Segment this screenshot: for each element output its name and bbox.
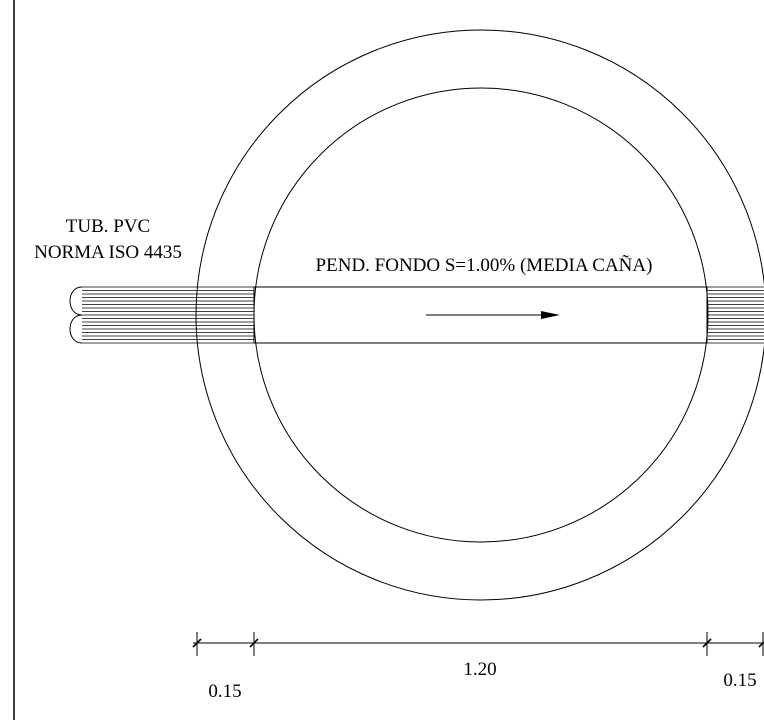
- pipe-label-line2: NORMA ISO 4435: [34, 242, 182, 263]
- pipe-left-outside-hatch: [82, 286, 197, 344]
- pipe-label-line1: TUB. PVC: [66, 216, 150, 237]
- dim-left-wall: 0.15: [208, 681, 241, 702]
- flow-arrow-head: [541, 311, 560, 319]
- dim-inner-diameter: 1.20: [463, 659, 496, 680]
- pipe-right-wall-hatch: [707, 286, 764, 344]
- pipe-end-cap: [69, 286, 83, 344]
- pipe-left-wall-hatch: [197, 286, 254, 344]
- slope-label: PEND. FONDO S=1.00% (MEDIA CAÑA): [316, 254, 653, 276]
- dimension-line: [192, 632, 764, 656]
- dim-right-wall: 0.15: [723, 670, 756, 691]
